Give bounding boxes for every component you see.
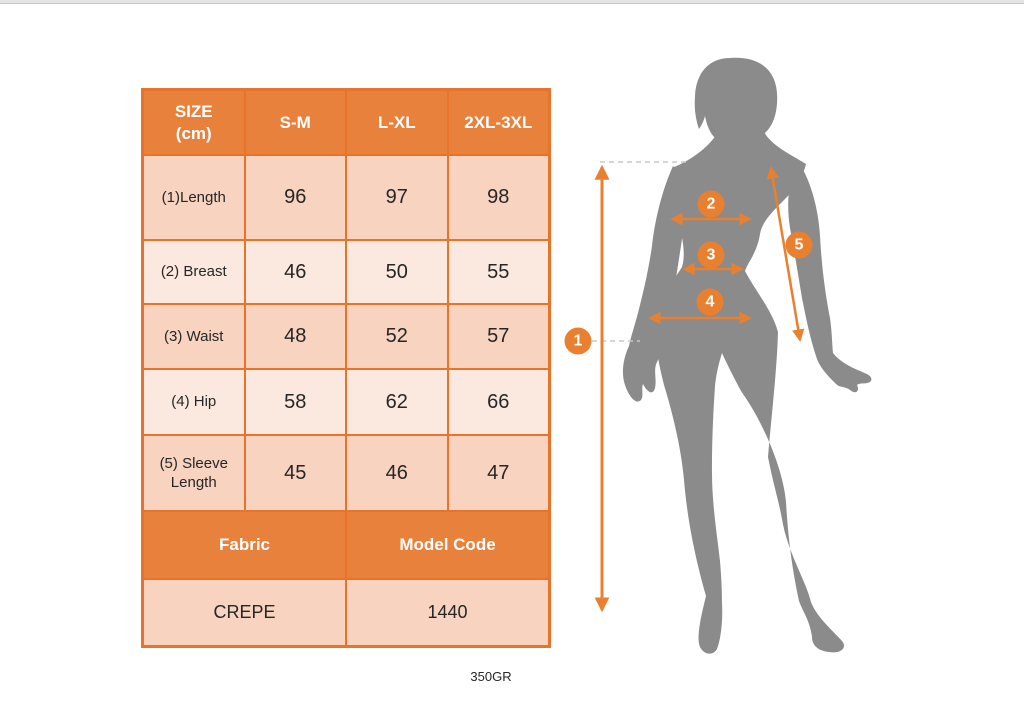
measure-badges: 1 2 3 4 5 <box>564 190 813 355</box>
top-divider <box>0 0 1024 4</box>
value-waist-sm: 48 <box>245 305 345 368</box>
row-label-waist: (3) Waist <box>144 305 244 368</box>
measurement-figure: 1 2 3 4 5 <box>564 57 872 654</box>
silhouette-right-arm <box>788 158 872 393</box>
svg-text:5: 5 <box>795 237 804 254</box>
measure-badge-2: 2 <box>697 190 725 218</box>
value-waist-2xl3xl: 57 <box>448 305 548 368</box>
value-hip-lxl: 62 <box>347 370 447 434</box>
value-breast-2xl3xl: 55 <box>448 241 548 303</box>
size-table-header-sm: S-M <box>245 91 345 154</box>
value-length-2xl3xl: 98 <box>448 156 548 239</box>
svg-text:1: 1 <box>574 333 583 350</box>
size-table: SIZE (cm) S-M L-XL 2XL-3XL (1)Length 96 … <box>141 88 551 648</box>
svg-text:3: 3 <box>707 247 716 264</box>
measure-badge-5: 5 <box>785 231 813 259</box>
model-code-header: Model Code <box>347 512 548 578</box>
size-table-header-size: SIZE (cm) <box>144 91 244 154</box>
svg-text:4: 4 <box>706 294 715 311</box>
measure-badge-3: 3 <box>697 241 725 269</box>
value-breast-lxl: 50 <box>347 241 447 303</box>
measure-badge-4: 4 <box>696 288 724 316</box>
value-breast-sm: 46 <box>245 241 345 303</box>
woman-silhouette <box>622 57 872 654</box>
row-label-hip: (4) Hip <box>144 370 244 434</box>
value-waist-lxl: 52 <box>347 305 447 368</box>
silhouette-head <box>694 57 778 145</box>
value-sleeve-sm: 45 <box>245 436 345 510</box>
value-sleeve-2xl3xl: 47 <box>448 436 548 510</box>
row-label-sleeve-length: (5) Sleeve Length <box>144 436 244 510</box>
value-hip-sm: 58 <box>245 370 345 434</box>
value-length-lxl: 97 <box>347 156 447 239</box>
size-table-header-lxl: L-XL <box>347 91 447 154</box>
fabric-value: CREPE <box>144 580 345 645</box>
weight-note: 350GR <box>470 669 512 684</box>
row-label-breast: (2) Breast <box>144 241 244 303</box>
sleeve-arrow <box>766 166 805 342</box>
fabric-header: Fabric <box>144 512 345 578</box>
model-code-value: 1440 <box>347 580 548 645</box>
value-sleeve-lxl: 46 <box>347 436 447 510</box>
svg-text:2: 2 <box>707 196 716 213</box>
size-table-header-2xl3xl: 2XL-3XL <box>448 91 548 154</box>
row-label-length: (1)Length <box>144 156 244 239</box>
value-length-sm: 96 <box>245 156 345 239</box>
measure-badge-1: 1 <box>564 327 592 355</box>
silhouette-left-arm <box>622 166 685 402</box>
value-hip-2xl3xl: 66 <box>448 370 548 434</box>
